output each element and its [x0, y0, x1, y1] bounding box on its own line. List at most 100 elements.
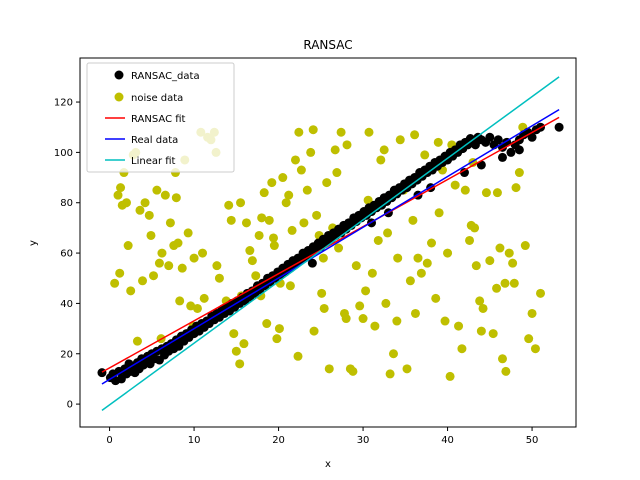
point-noise-data	[332, 168, 342, 178]
point-noise-data	[395, 135, 405, 145]
point-noise-data	[235, 359, 245, 369]
point-noise-data	[140, 198, 150, 208]
point-noise-data	[272, 334, 282, 344]
legend-label-ransac-data: RANSAC_data	[131, 71, 200, 82]
y-tick-label: 120	[54, 98, 73, 109]
y-tick-label: 60	[60, 249, 73, 260]
point-noise-data	[294, 127, 304, 137]
point-noise-data	[501, 366, 511, 376]
point-noise-data	[471, 261, 481, 271]
point-noise-data	[500, 278, 510, 288]
point-noise-data	[231, 346, 241, 356]
x-tick-label: 40	[441, 435, 454, 446]
point-noise-data	[245, 246, 255, 256]
point-noise-data	[520, 241, 530, 251]
point-noise-data	[351, 261, 361, 271]
plot-area	[97, 76, 564, 411]
legend-marker-ransac-data	[114, 70, 124, 80]
point-noise-data	[336, 127, 346, 137]
point-noise-data	[527, 308, 537, 318]
point-noise-data	[355, 301, 365, 311]
x-tick-label: 0	[106, 435, 112, 446]
point-noise-data	[465, 235, 475, 245]
point-noise-data	[135, 205, 145, 215]
point-noise-data	[199, 293, 209, 303]
point-noise-data	[268, 233, 278, 243]
point-ransac-data	[459, 168, 469, 178]
x-tick-label: 50	[526, 435, 539, 446]
point-noise-data	[183, 228, 193, 238]
fit-lines-layer	[101, 76, 560, 411]
point-noise-data	[149, 271, 159, 281]
point-ransac-data	[470, 140, 480, 150]
point-noise-data	[164, 261, 174, 271]
point-noise-data	[416, 268, 426, 278]
line-ransac-fit	[101, 116, 560, 373]
point-noise-data	[454, 321, 464, 331]
point-noise-data	[251, 271, 261, 281]
point-noise-data	[212, 261, 222, 271]
point-noise-data	[322, 178, 332, 188]
point-noise-data	[497, 354, 507, 364]
point-noise-data	[267, 178, 277, 188]
point-noise-data	[152, 185, 162, 195]
point-noise-data	[511, 183, 521, 193]
point-noise-data	[348, 366, 358, 376]
point-noise-data	[358, 314, 368, 324]
point-noise-data	[492, 188, 502, 198]
point-noise-data	[509, 278, 519, 288]
point-noise-data	[165, 218, 175, 228]
point-noise-data	[214, 273, 224, 283]
point-noise-data	[192, 303, 202, 313]
point-noise-data	[175, 296, 185, 306]
point-noise-data	[379, 145, 389, 155]
point-noise-data	[488, 329, 498, 339]
point-noise-data	[299, 218, 309, 228]
y-axis-label: y	[28, 240, 39, 246]
point-noise-data	[198, 248, 208, 258]
point-noise-data	[492, 283, 502, 293]
point-noise-data	[392, 316, 402, 326]
point-noise-data	[485, 256, 495, 266]
x-tick-label: 20	[272, 435, 285, 446]
point-noise-data	[254, 230, 264, 240]
point-noise-data	[296, 165, 306, 175]
point-noise-data	[324, 364, 334, 374]
point-noise-data	[370, 321, 380, 331]
x-axis-label: x	[325, 459, 331, 470]
point-noise-data	[189, 253, 199, 263]
point-noise-data	[433, 137, 443, 147]
point-noise-data	[405, 276, 415, 286]
point-noise-data	[445, 371, 455, 381]
x-tick-label: 30	[357, 435, 370, 446]
point-noise-data	[402, 364, 412, 374]
point-noise-data	[460, 185, 470, 195]
chart-title: RANSAC	[303, 38, 352, 52]
y-tick-label: 0	[67, 400, 73, 411]
point-noise-data	[309, 326, 319, 336]
point-noise-data	[420, 150, 430, 160]
point-ransac-data	[307, 258, 317, 268]
point-noise-data	[306, 147, 316, 157]
legend-label-noise-data: noise data	[131, 93, 183, 104]
point-noise-data	[334, 243, 344, 253]
point-noise-data	[440, 316, 450, 326]
point-noise-data	[470, 223, 480, 233]
point-noise-data	[126, 286, 136, 296]
point-noise-data	[536, 288, 546, 298]
point-noise-data	[495, 243, 505, 253]
point-noise-data	[422, 258, 432, 268]
point-noise-data	[281, 198, 291, 208]
point-noise-data	[224, 200, 234, 210]
point-noise-data	[508, 258, 518, 268]
point-noise-data	[367, 268, 377, 278]
point-noise-data	[287, 225, 297, 235]
point-noise-data	[341, 314, 351, 324]
point-noise-data	[284, 190, 294, 200]
legend-label-real-data: Real data	[131, 135, 178, 146]
point-ransac-data	[497, 152, 507, 162]
point-noise-data	[247, 256, 257, 266]
point-noise-data	[146, 230, 156, 240]
point-noise-data	[410, 130, 420, 140]
point-noise-data	[264, 215, 274, 225]
